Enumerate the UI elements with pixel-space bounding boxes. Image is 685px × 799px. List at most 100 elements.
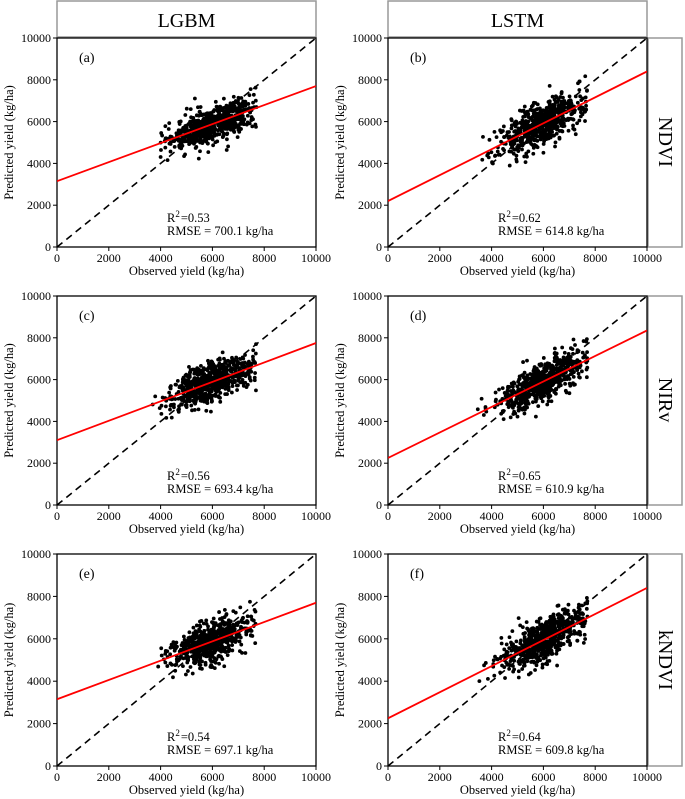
x-tick-label: 2000 <box>97 770 121 784</box>
data-point <box>534 399 538 404</box>
data-point <box>193 636 197 641</box>
data-point <box>217 661 221 666</box>
x-axis-label: Observed yield (kg/ha) <box>460 264 575 278</box>
r2-label: R2=0.65 <box>498 467 541 483</box>
scatter-panels: 0020002000400040006000600080008000100001… <box>2 31 662 797</box>
data-point <box>220 365 224 370</box>
data-point <box>533 414 538 419</box>
data-point <box>535 145 540 150</box>
data-point <box>211 644 216 649</box>
data-point <box>230 648 235 653</box>
data-point <box>495 657 499 661</box>
data-point <box>550 120 555 125</box>
data-point <box>547 132 552 137</box>
data-point <box>181 375 186 380</box>
data-point <box>184 126 189 131</box>
data-point <box>251 100 255 105</box>
data-point <box>194 623 199 628</box>
data-point <box>235 135 240 139</box>
data-point <box>198 663 203 667</box>
data-point <box>205 401 210 406</box>
data-point <box>208 392 212 397</box>
data-point <box>242 117 247 122</box>
data-point <box>526 392 531 396</box>
data-point <box>518 623 523 628</box>
data-point <box>522 639 527 644</box>
data-point <box>169 415 174 420</box>
data-point <box>546 652 550 657</box>
data-point <box>575 100 580 105</box>
data-point <box>579 603 584 608</box>
y-tick-label: 4000 <box>358 674 382 688</box>
data-point <box>552 346 557 351</box>
data-point <box>197 369 202 374</box>
data-point <box>486 676 490 681</box>
column-header-lstm-label: LSTM <box>491 10 545 32</box>
data-point <box>556 603 561 608</box>
data-point <box>216 128 220 133</box>
data-point <box>509 123 514 128</box>
data-point <box>245 113 250 118</box>
data-point <box>497 387 501 392</box>
one-to-one-line <box>388 554 647 766</box>
data-point <box>525 122 530 126</box>
data-point <box>540 662 545 667</box>
data-point <box>248 633 253 638</box>
data-point <box>240 372 245 377</box>
data-point <box>506 384 510 389</box>
data-point <box>168 652 173 657</box>
data-point <box>540 645 545 650</box>
data-point <box>239 96 244 100</box>
data-point <box>523 160 528 165</box>
data-point <box>549 645 553 649</box>
row-label-kndvi-text: kNDVI <box>654 630 676 690</box>
data-point <box>226 643 231 648</box>
data-point <box>561 373 565 378</box>
data-point <box>553 144 557 149</box>
data-point <box>559 102 563 107</box>
data-point <box>545 402 550 407</box>
data-point <box>199 399 204 403</box>
data-point <box>250 124 255 129</box>
data-point <box>209 409 213 414</box>
regression-fit-line <box>57 85 316 183</box>
data-point <box>231 129 236 133</box>
y-tick-label: 2000 <box>27 198 51 212</box>
data-point <box>550 383 555 388</box>
data-point <box>509 126 514 131</box>
x-tick-label: 6000 <box>200 770 224 784</box>
data-point <box>188 107 193 112</box>
data-point <box>558 367 563 371</box>
data-point <box>231 609 236 613</box>
data-point <box>220 107 225 112</box>
y-tick-label: 0 <box>45 240 51 254</box>
data-point <box>165 649 170 654</box>
data-point <box>193 131 198 135</box>
column-header-lgbm-label: LGBM <box>158 10 216 32</box>
data-point <box>247 93 252 98</box>
regression-fit-line <box>388 587 647 720</box>
data-point <box>165 664 170 668</box>
data-point <box>210 633 215 638</box>
data-point <box>494 397 498 402</box>
data-point <box>542 139 546 144</box>
data-point <box>171 675 175 680</box>
data-point <box>175 131 180 136</box>
data-point <box>493 390 498 395</box>
y-tick-label: 6000 <box>358 632 382 646</box>
data-point <box>219 384 224 389</box>
scatter-panel-2: 00 2000 2000 4000 4000 6000 6000 8000 8000 10000 1… <box>333 31 662 278</box>
data-point <box>555 124 560 129</box>
x-tick-label: 2000 <box>97 251 121 265</box>
x-tick-label: 6000 <box>531 770 555 784</box>
data-point <box>223 392 228 396</box>
plot-area <box>388 296 647 505</box>
data-point <box>524 397 528 401</box>
x-tick-label: 2000 <box>428 770 452 784</box>
data-point <box>210 399 214 403</box>
data-point <box>556 374 561 379</box>
data-point <box>245 120 250 125</box>
data-point <box>253 371 257 375</box>
data-point <box>158 155 163 159</box>
data-point <box>176 408 181 412</box>
